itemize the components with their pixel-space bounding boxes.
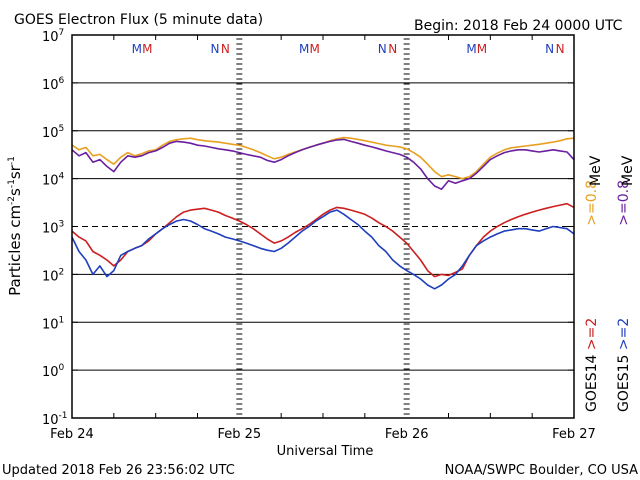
satellite-marker: M <box>299 42 309 56</box>
y-tick-labels: 107 106 105 104 103 102 101 100 10-1 <box>42 28 574 428</box>
grid-lines <box>72 82 574 371</box>
updated-timestamp: Updated 2018 Feb 26 23:56:02 UTC <box>2 463 235 478</box>
x-tick-label: Feb 25 <box>217 427 261 442</box>
x-tick-labels: Feb 24 Feb 25 Feb 26 Feb 27 <box>50 427 596 442</box>
y-tick-label: 103 <box>42 220 64 237</box>
chart-title: GOES Electron Flux (5 minute data) <box>14 12 263 28</box>
series-lines <box>71 136 575 290</box>
x-tick-label: Feb 26 <box>385 427 429 442</box>
y-tick-label: 10-1 <box>42 411 68 428</box>
satellite-marker: N <box>378 42 387 56</box>
x-axis-label: Universal Time <box>277 444 374 459</box>
y-tick-label: 106 <box>42 76 65 93</box>
satellite-marker: N <box>545 42 554 56</box>
series-line <box>71 138 575 190</box>
legend-unit: MeV <box>588 155 604 186</box>
y-tick-label: 104 <box>42 172 65 189</box>
satellite-marker: N <box>388 42 397 56</box>
satellite-marker: M <box>309 42 319 56</box>
satellite-marker: M <box>132 42 142 56</box>
satellite-marker: M <box>477 42 487 56</box>
y-tick-label: 100 <box>42 363 65 380</box>
y-tick-label: 107 <box>42 28 64 45</box>
satellite-marker: M <box>466 42 476 56</box>
y-axis-label: Particles cm-2s-1sr-1 <box>6 156 24 296</box>
satellite-marker: N <box>221 42 230 56</box>
x-tick-label: Feb 27 <box>552 427 596 442</box>
credit-label: NOAA/SWPC Boulder, CO USA <box>445 463 638 478</box>
satellite-marker: N <box>556 42 565 56</box>
series-line <box>71 209 575 290</box>
legend-group: GOES14 >=2>=0.8 <box>584 180 600 412</box>
y-tick-label: 105 <box>42 124 64 141</box>
satellite-marker: N <box>210 42 219 56</box>
legend-unit: MeV <box>620 155 636 186</box>
day-boundary-ticks <box>113 35 533 418</box>
satellite-marker: M <box>142 42 152 56</box>
y-tick-label: 101 <box>42 315 64 332</box>
y-tick-label: 102 <box>42 267 64 284</box>
y-axis-label-text: Particles cm-2s-1sr-1 <box>6 156 24 296</box>
x-tick-label: Feb 24 <box>50 427 94 442</box>
legend-group: GOES15 >=2>=0.8 <box>616 180 632 412</box>
begin-label: Begin: 2018 Feb 24 0000 UTC <box>414 18 623 34</box>
